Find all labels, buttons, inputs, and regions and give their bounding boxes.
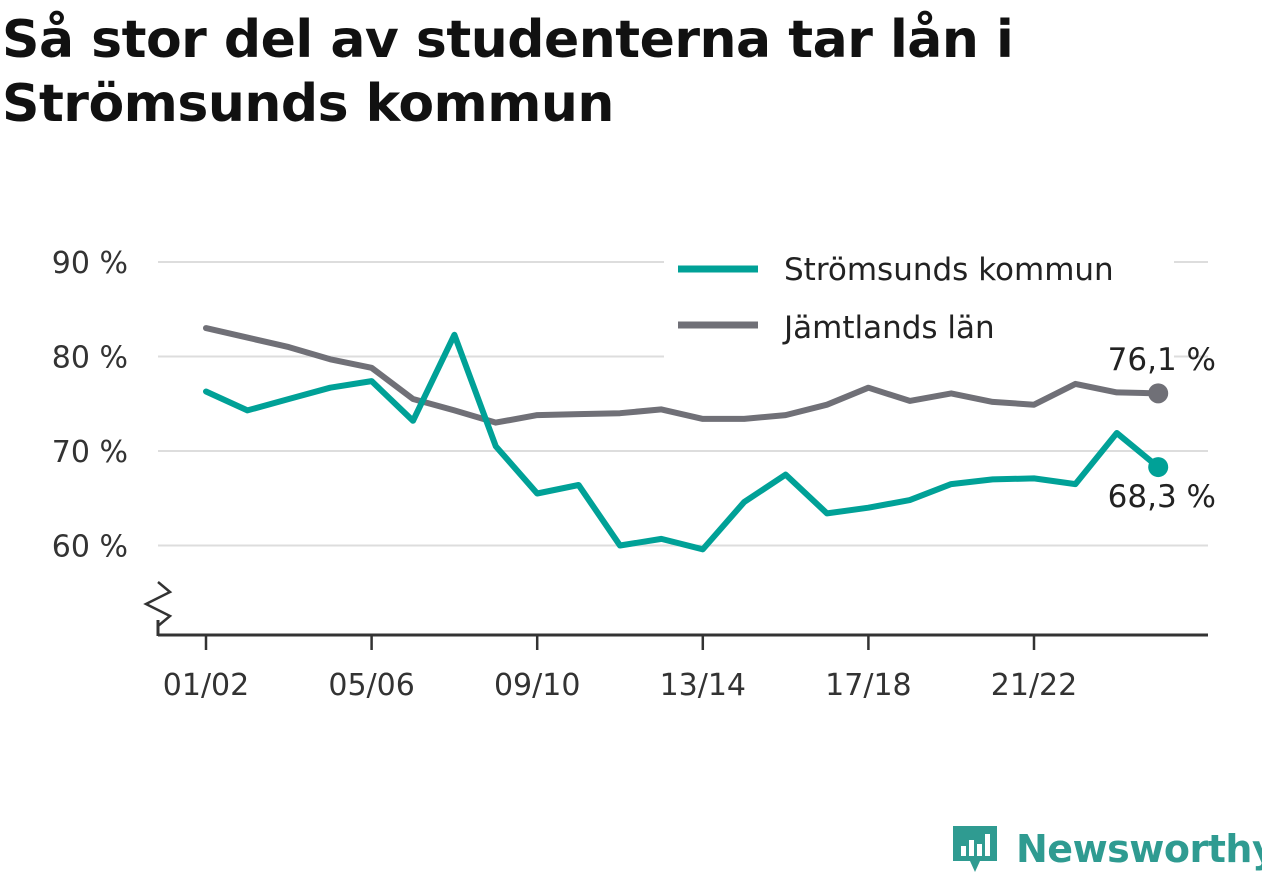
series-line-jamtland	[203, 325, 1162, 426]
legend: Strömsunds kommun Jämtlands län	[664, 242, 1174, 358]
x-tick-label: 09/10	[494, 668, 580, 703]
newsworthy-logo-text: Newsworthy	[1016, 827, 1262, 871]
newsworthy-logo: Newsworthy	[950, 818, 1262, 880]
x-axis-ticks: 01/02 05/06 09/10 13/14 17/18 21/22	[163, 635, 1077, 703]
legend-background	[664, 242, 1174, 358]
x-tick-label: 01/02	[163, 668, 249, 703]
series-line-stromsund	[203, 331, 1162, 553]
x-tick-label: 05/06	[328, 668, 414, 703]
legend-label-stromsund: Strömsunds kommun	[784, 252, 1114, 288]
series-end-point-stromsund	[1148, 457, 1169, 478]
chart-title: Så stor del av studenterna tar lån i Str…	[2, 10, 1014, 134]
y-tick-label: 80 %	[52, 341, 128, 376]
y-tick-label: 90 %	[52, 246, 128, 281]
legend-label-jamtland: Jämtlands län	[782, 310, 995, 346]
x-tick-label: 21/22	[991, 668, 1077, 703]
axis-break-icon	[143, 581, 173, 627]
y-axis-tick-labels: 60 % 70 % 80 % 90 %	[52, 246, 128, 565]
x-axis	[143, 581, 1208, 637]
end-label-jamtland: 76,1 %	[1108, 342, 1216, 378]
y-tick-label: 70 %	[52, 435, 128, 470]
series-lines	[203, 325, 1169, 553]
series-end-point-jamtland	[1148, 383, 1169, 404]
x-tick-label: 17/18	[825, 668, 911, 703]
y-tick-label: 60 %	[52, 530, 128, 565]
end-label-stromsund: 68,3 %	[1108, 479, 1216, 515]
newsworthy-logo-icon	[953, 826, 997, 872]
x-tick-label: 13/14	[660, 668, 746, 703]
